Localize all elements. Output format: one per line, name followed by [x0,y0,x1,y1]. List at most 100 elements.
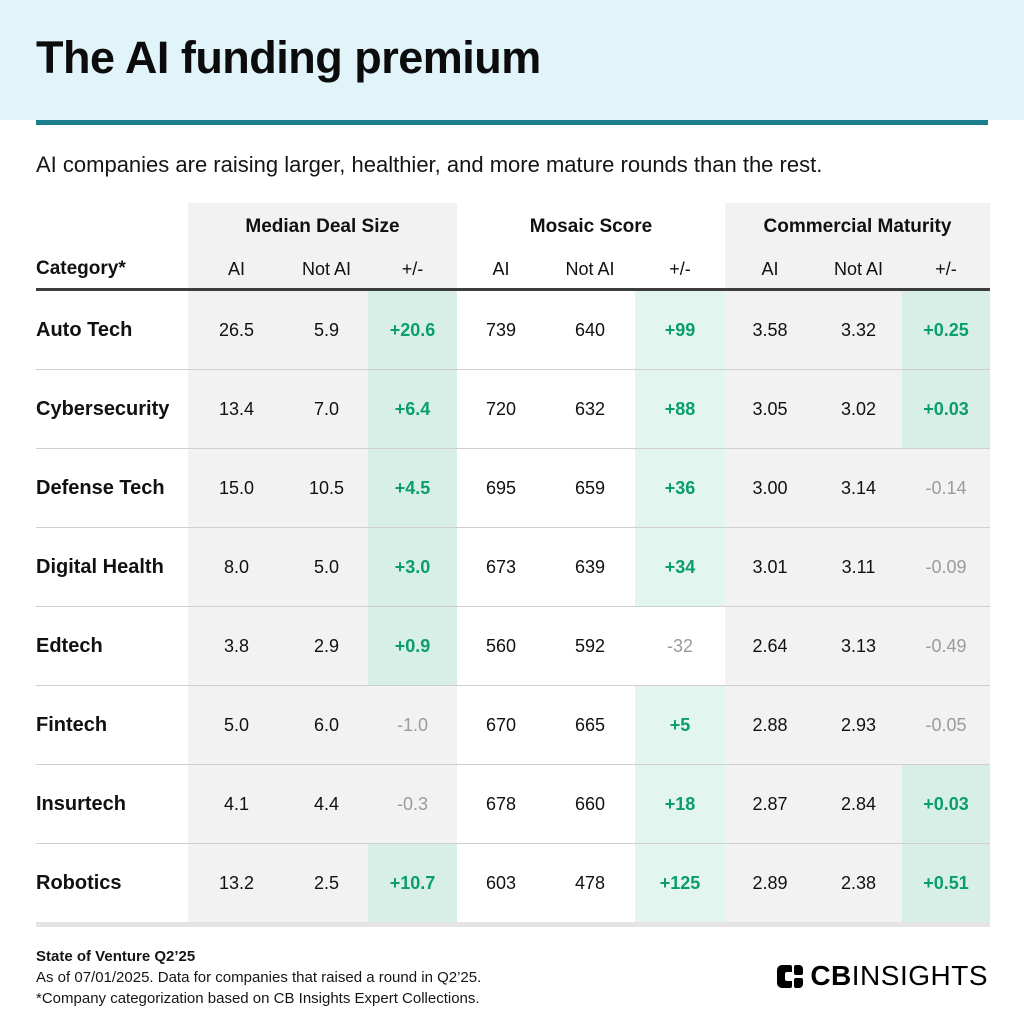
value-cell: 2.88 [725,686,815,764]
logo-text-bold: CB [810,960,852,991]
subheader-not-ai: Not AI [285,250,368,288]
value-cell: 4.4 [285,765,368,843]
delta-cell: +10.7 [368,844,457,922]
footnote-line-1: As of 07/01/2025. Data for companies tha… [36,969,482,986]
delta-cell: +0.03 [902,765,990,843]
table-row: Cybersecurity 13.4 7.0 +6.4 720 632 +88 3.05 3.0… [36,369,990,448]
delta-cell: +0.25 [902,291,990,369]
value-cell: 603 [457,844,545,922]
value-cell: 3.05 [725,370,815,448]
subheader-delta: +/- [368,250,457,288]
value-cell: 13.2 [188,844,285,922]
value-cell: 639 [545,528,635,606]
value-cell: 2.64 [725,607,815,685]
logo-text-light: INSIGHTS [851,960,988,991]
value-cell: 592 [545,607,635,685]
value-cell: 695 [457,449,545,527]
category-cell: Auto Tech [36,291,188,369]
header-banner [0,0,1024,120]
value-cell: 640 [545,291,635,369]
table-row: Auto Tech 26.5 5.9 +20.6 739 640 +99 3.58 3.32 +0… [36,291,990,369]
teal-divider [36,120,988,125]
delta-cell: +99 [635,291,725,369]
subheader-ai: AI [492,258,510,279]
delta-cell: -0.05 [902,686,990,764]
cbinsights-logomark-icon [777,964,804,988]
value-cell: 8.0 [188,528,285,606]
header-spacer [36,203,188,250]
subheader-ai: AI [725,250,815,288]
page-title: The AI funding premium [36,32,541,83]
table-row: Digital Health 8.0 5.0 +3.0 673 639 +34 3.01 3.1… [36,527,990,606]
value-cell: 3.01 [725,528,815,606]
page-subtitle: AI companies are raising larger, healthi… [36,152,823,177]
cbinsights-logo: CBINSIGHTS [777,960,988,992]
footnote: State of Venture Q2’25 As of 07/01/2025.… [36,946,481,1009]
value-cell: 3.8 [188,607,285,685]
value-cell: 2.87 [725,765,815,843]
value-cell: 15.0 [188,449,285,527]
value-cell: 2.5 [285,844,368,922]
table-row: Fintech 5.0 6.0 -1.0 670 665 +5 2.88 2.93 -0.05 [36,685,990,764]
value-cell: 13.4 [188,370,285,448]
category-cell: Insurtech [36,765,188,843]
delta-cell: +5 [635,686,725,764]
value-cell: 2.93 [815,686,902,764]
subheader-ai: AI [188,250,285,288]
category-cell: Digital Health [36,528,188,606]
value-cell: 3.32 [815,291,902,369]
value-cell: 2.9 [285,607,368,685]
value-cell: 7.0 [285,370,368,448]
value-cell: 6.0 [285,686,368,764]
delta-cell: +0.9 [368,607,457,685]
value-cell: 3.11 [815,528,902,606]
subheader-not-ai: Not AI [565,258,615,279]
value-cell: 720 [457,370,545,448]
delta-cell: +4.5 [368,449,457,527]
value-cell: 3.13 [815,607,902,685]
delta-cell: -32 [635,607,725,685]
table-row: Insurtech 4.1 4.4 -0.3 678 660 +18 2.87 2.84 +0.0… [36,764,990,843]
value-cell: 5.0 [285,528,368,606]
table-row: Robotics 13.2 2.5 +10.7 603 478 +125 2.89 2.38 +0… [36,843,990,922]
value-cell: 660 [545,765,635,843]
delta-cell: +0.51 [902,844,990,922]
category-column-header: Category* [36,258,126,279]
subheader-delta: +/- [669,258,691,279]
group-header-commercial-maturity: Commercial Maturity [725,203,990,250]
category-cell: Fintech [36,686,188,764]
category-cell: Cybersecurity [36,370,188,448]
value-cell: 659 [545,449,635,527]
table-row: Edtech 3.8 2.9 +0.9 560 592 -32 2.64 3.13 -0.49 [36,606,990,685]
data-table: Median Deal Size Mosaic Score Commercial… [36,203,990,927]
value-cell: 2.84 [815,765,902,843]
value-cell: 678 [457,765,545,843]
delta-cell: -0.49 [902,607,990,685]
value-cell: 739 [457,291,545,369]
value-cell: 673 [457,528,545,606]
group-header-mosaic-score: Mosaic Score [529,215,653,237]
value-cell: 2.89 [725,844,815,922]
delta-cell: +36 [635,449,725,527]
footnote-line-2: *Company categorization based on CB Insi… [36,990,480,1007]
value-cell: 10.5 [285,449,368,527]
group-header-median-deal-size: Median Deal Size [188,203,457,250]
value-cell: 2.38 [815,844,902,922]
value-cell: 665 [545,686,635,764]
category-cell: Defense Tech [36,449,188,527]
value-cell: 3.02 [815,370,902,448]
delta-cell: -0.3 [368,765,457,843]
value-cell: 560 [457,607,545,685]
table-header: Median Deal Size Mosaic Score Commercial… [36,203,990,291]
delta-cell: +20.6 [368,291,457,369]
table-body: Auto Tech 26.5 5.9 +20.6 739 640 +99 3.58 3.32 +0… [36,291,990,922]
delta-cell: +0.03 [902,370,990,448]
category-cell: Edtech [36,607,188,685]
delta-cell: -0.14 [902,449,990,527]
footnote-title: State of Venture Q2’25 [36,948,196,965]
table-bottom-border [36,922,990,927]
value-cell: 478 [545,844,635,922]
value-cell: 5.0 [188,686,285,764]
delta-cell: +3.0 [368,528,457,606]
delta-cell: +125 [635,844,725,922]
